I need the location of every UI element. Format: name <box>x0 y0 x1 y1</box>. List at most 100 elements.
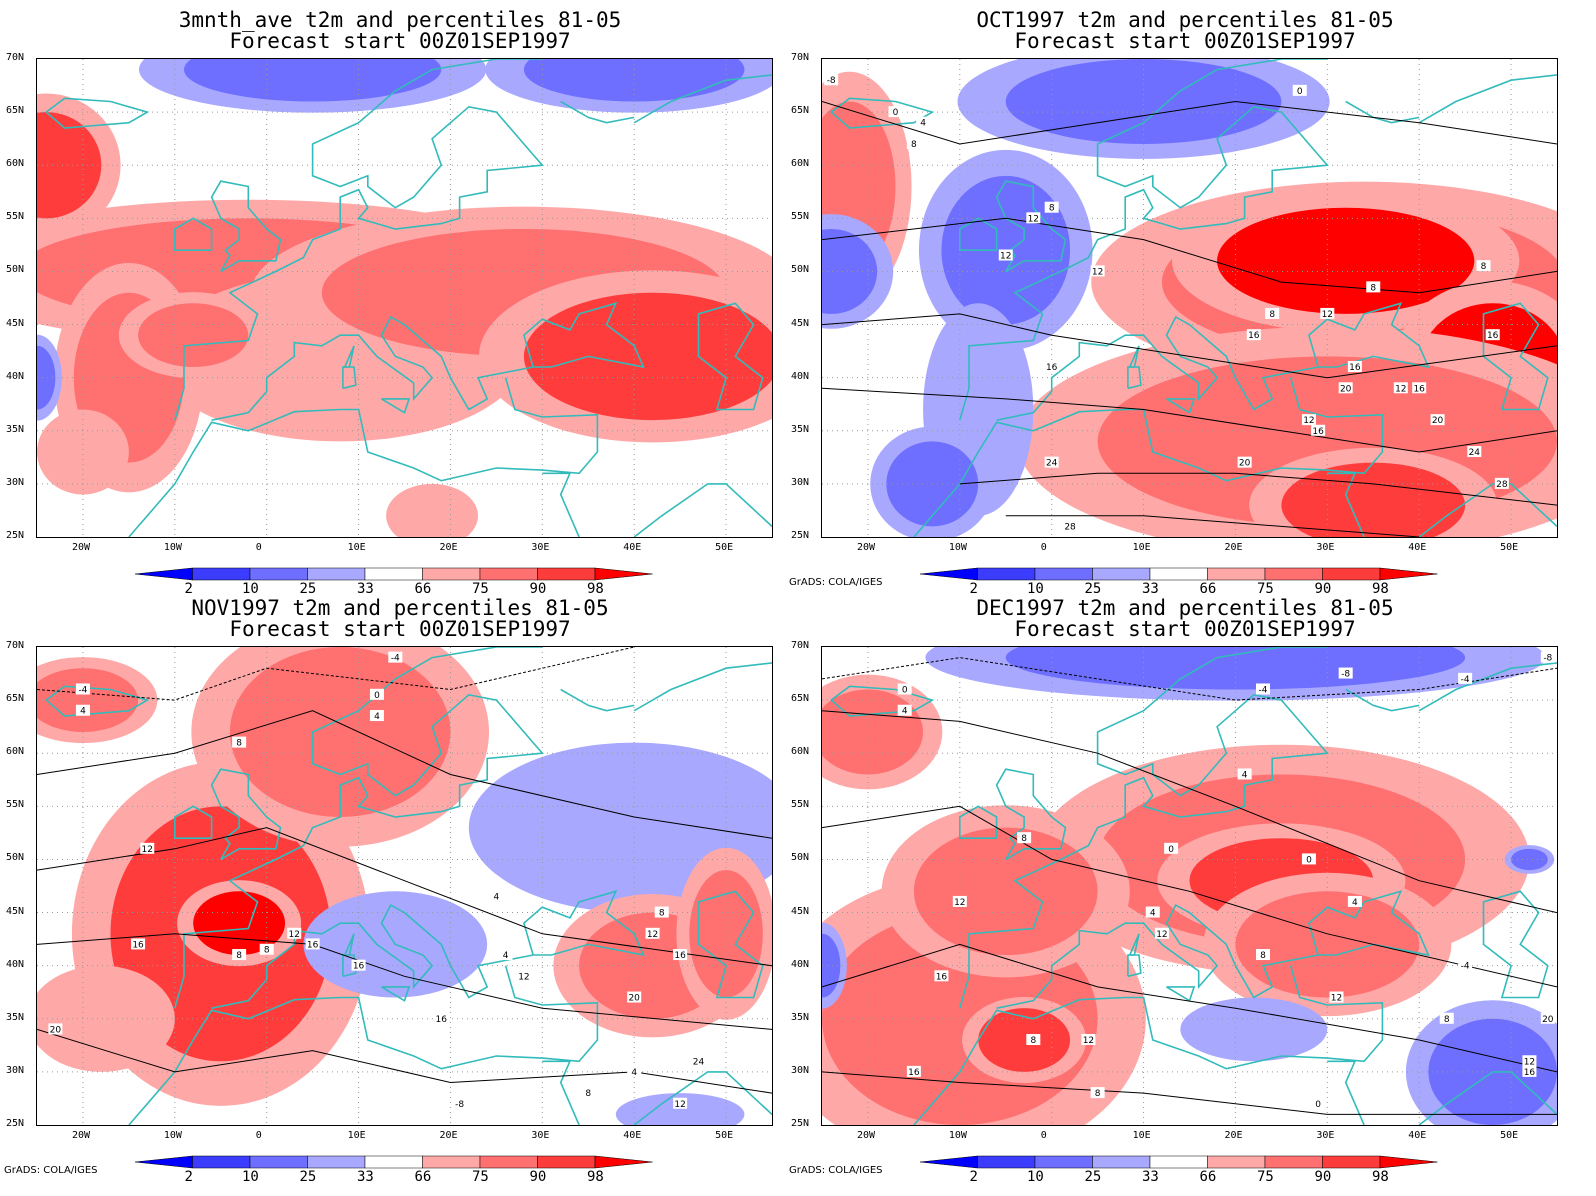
anomaly-region <box>1511 848 1548 871</box>
contour-label: 12 <box>1000 252 1011 262</box>
contour-label: 16 <box>307 940 319 950</box>
lat-label: 35N <box>791 1011 810 1023</box>
contour-label: 8 <box>236 951 242 961</box>
grads-credit: GrADS: COLA/IGES <box>4 1165 98 1176</box>
contour-label-bg <box>1347 895 1362 907</box>
map-svg <box>37 59 772 537</box>
coastline <box>995 768 1067 861</box>
anomaly-region <box>822 933 841 998</box>
colorbar-label: 66 <box>1199 581 1217 597</box>
coastline <box>1166 986 1196 1002</box>
contour-label: 16 <box>936 972 948 982</box>
contour-label-bg <box>369 688 384 700</box>
contour-label-bg <box>1467 446 1482 458</box>
contour-label-bg <box>1412 382 1427 394</box>
map-panel-3: NOV1997 t2m and percentiles 81-05 Foreca… <box>0 598 798 1196</box>
contour-label-bg <box>1081 1034 1096 1046</box>
lon-label: 30E <box>531 1130 550 1141</box>
lon-label: 20W <box>856 542 875 553</box>
temperature-contour <box>37 710 772 839</box>
contour-label: 4 <box>1352 898 1358 908</box>
colorbar-swatch <box>249 567 308 581</box>
anomaly-region <box>615 1093 745 1125</box>
temperature-contour <box>822 657 1557 701</box>
colorbar-label: 98 <box>1372 581 1389 597</box>
coastline <box>174 59 544 421</box>
contour-label: 12 <box>518 972 529 982</box>
contour-label-bg <box>1329 991 1344 1003</box>
contour-label: 12 <box>1524 1057 1535 1067</box>
colorbar-swatch <box>594 567 653 581</box>
colorbar-swatch <box>1264 567 1323 581</box>
lon-label: 20E <box>1224 542 1243 553</box>
contour-label: 8 <box>911 140 917 150</box>
contour-label: 4 <box>494 893 500 903</box>
temperature-contour <box>959 472 1557 506</box>
coastline <box>633 74 772 124</box>
anomaly-region <box>386 483 478 537</box>
contour-label: 4 <box>80 707 86 717</box>
contour-label-bg <box>1320 307 1335 319</box>
contour-label-bg <box>75 704 90 716</box>
colorbar-swatch <box>594 1155 653 1169</box>
lon-label: 20W <box>856 1130 875 1141</box>
contour-label: 12 <box>1331 994 1342 1004</box>
lat-label: 30N <box>6 476 25 488</box>
contour-label-bg <box>934 970 949 982</box>
anomaly-region <box>37 409 129 495</box>
temperature-contour <box>822 805 1557 988</box>
contour-label: 12 <box>1156 930 1167 940</box>
panel-title: 3mnth_ave t2m and percentiles 81-05 <box>178 8 622 32</box>
contour-label: 12 <box>142 845 153 855</box>
lon-label: 10E <box>1132 1130 1151 1141</box>
lat-label: 45N <box>6 905 25 917</box>
contour-label: 20 <box>1542 1015 1554 1025</box>
contour-label-bg <box>452 1097 467 1109</box>
contour-label-bg <box>1301 414 1316 426</box>
colorbar-label: 75 <box>472 1169 489 1185</box>
contour-label: 12 <box>954 898 965 908</box>
contour-label-bg <box>287 927 302 939</box>
contour-label: 12 <box>1083 1036 1094 1046</box>
contour-label-bg <box>673 949 688 961</box>
contour-label-bg <box>1439 1012 1454 1024</box>
contour-label: 4 <box>1242 770 1248 780</box>
lat-label: 40N <box>791 370 810 382</box>
contour-label: 16 <box>353 962 365 972</box>
contour-label-bg <box>498 949 513 961</box>
contour-label-bg <box>906 137 921 149</box>
contour-label: 24 <box>1046 459 1058 469</box>
lon-label: 10W <box>948 542 967 553</box>
contour-label: -8 <box>1341 670 1350 680</box>
contour-label-bg <box>824 74 839 86</box>
contour-label: 16 <box>1487 331 1499 341</box>
contour-label: 12 <box>674 1100 685 1110</box>
lon-label: 20W <box>71 542 90 553</box>
contour-label-bg <box>1026 1034 1041 1046</box>
contour-label: 16 <box>1349 363 1361 373</box>
contour-label-bg <box>1522 1055 1537 1067</box>
anomaly-region <box>193 891 286 956</box>
contour-label: 16 <box>132 940 144 950</box>
lon-label: 10E <box>347 542 366 553</box>
map-panel-2: OCT1997 t2m and percentiles 81-05 Foreca… <box>785 0 1583 598</box>
contour-label: 8 <box>1370 283 1376 293</box>
contour-label-bg <box>1366 281 1381 293</box>
contour-label: 28 <box>1064 522 1076 532</box>
contour-label: 0 <box>1168 845 1174 855</box>
colorbar-swatch <box>920 567 978 581</box>
map-panel-1: 3mnth_ave t2m and percentiles 81-05 Fore… <box>0 0 798 598</box>
lon-label: 10E <box>1132 542 1151 553</box>
contour-label-bg <box>1044 456 1059 468</box>
contour-label: 8 <box>659 909 665 919</box>
coastline <box>128 377 599 537</box>
anomaly-region <box>913 827 1098 956</box>
contour-label: 16 <box>1312 427 1324 437</box>
colorbar-swatch <box>1092 1155 1151 1169</box>
colorbar-label: 33 <box>1142 581 1159 597</box>
colorbar-swatch <box>364 1155 423 1169</box>
contour-label-bg <box>1256 683 1270 695</box>
contour-label-bg <box>1256 949 1270 961</box>
contour-label-bg <box>1393 382 1408 394</box>
coastline <box>1482 302 1549 411</box>
